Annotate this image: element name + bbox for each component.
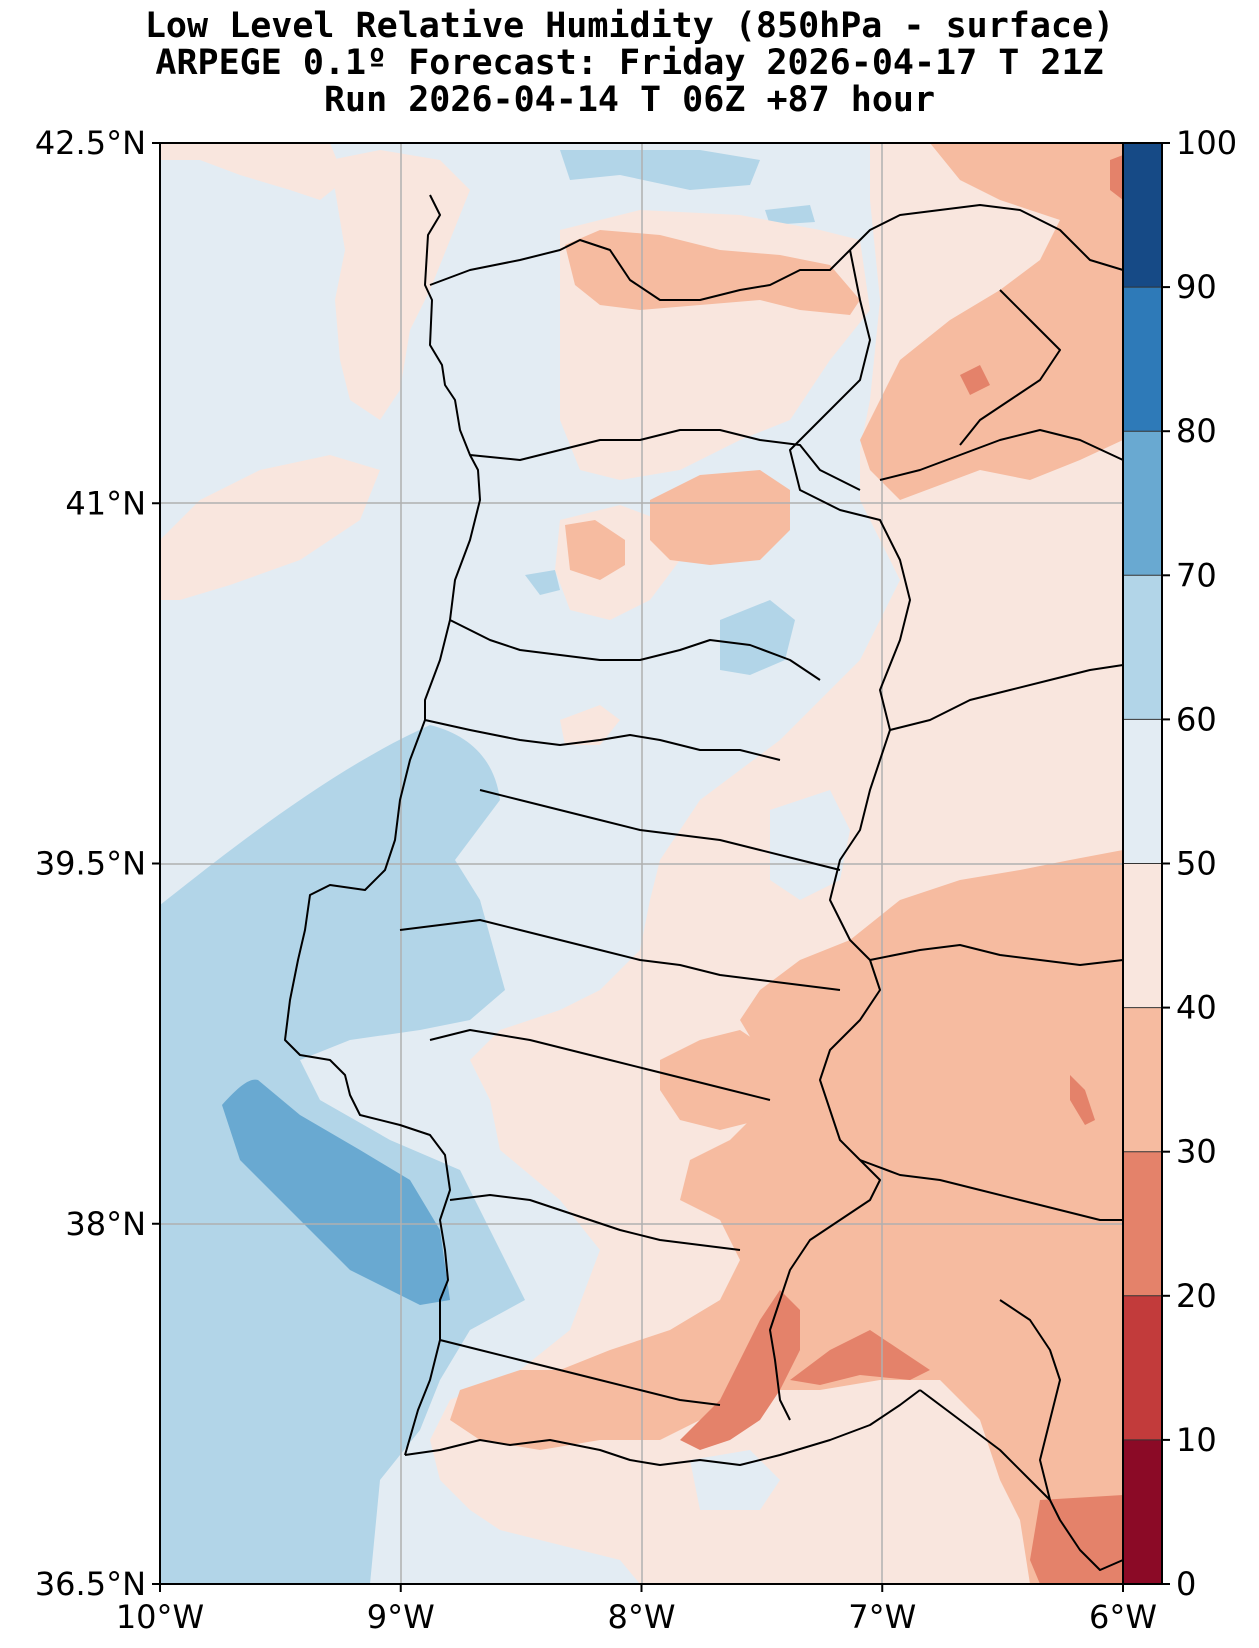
colorbar: 0 10 20 30 40 50 60 70 80 90 100 [1122, 124, 1237, 1603]
border-district-3 [424, 719, 781, 761]
humidity-band-30-40-center-north [650, 470, 790, 565]
lon-tick-label: 10°W [116, 1598, 204, 1636]
humidity-band-30-40-northeast [860, 143, 1123, 500]
colorbar-tick-label: 90 [1176, 268, 1217, 306]
humidity-band-20-30-south-2 [790, 1330, 930, 1385]
coast-algarve [404, 1389, 921, 1466]
humidity-band-20-30-northeast [960, 155, 1123, 395]
lat-tick-label: 36.5°N [35, 1565, 146, 1603]
lat-tick-label: 38°N [65, 1205, 146, 1243]
colorbar-tick-label: 80 [1176, 412, 1217, 450]
border-portugal-spain-north [769, 249, 911, 1421]
humidity-band-60-70-inland [720, 600, 795, 675]
humidity-band-50-60-pocket-1 [770, 790, 850, 900]
lon-tick-label: 9°W [367, 1598, 435, 1636]
humidity-band-30-40-southeast [450, 850, 1123, 1584]
humidity-band-20-30-southeast [1030, 1075, 1123, 1584]
humidity-band-50-60-pocket-2 [690, 1450, 780, 1510]
map-title: Low Level Relative Humidity (850hPa - su… [0, 8, 1259, 119]
border-spain-east-2 [889, 664, 1124, 731]
gridlines [160, 143, 1123, 1584]
longitude-labels: 10°W 9°W 8°W 7°W 6°W [116, 1584, 1157, 1636]
border-district-8 [439, 1339, 721, 1406]
humidity-band-30-40-center-west [565, 520, 625, 580]
border-spain-east-4 [879, 429, 1124, 481]
lon-tick-label: 7°W [848, 1598, 916, 1636]
humidity-band-40-50-offshore-west [160, 455, 380, 600]
colorbar-tick-label: 30 [1176, 1133, 1217, 1171]
humidity-band-40-50-offshore-north [330, 150, 470, 420]
lon-tick-label: 6°W [1089, 1598, 1157, 1636]
colorbar-tick-label: 60 [1176, 700, 1217, 738]
colorbar-tick-label: 100 [1176, 124, 1237, 162]
lat-tick-label: 39.5°N [35, 845, 146, 883]
border-spain-south-1 [999, 1299, 1061, 1501]
humidity-band-40-50-spot [560, 705, 620, 745]
colorbar-tick-label: 50 [1176, 845, 1217, 883]
border-district-6 [429, 1029, 771, 1101]
border-spain-east-3 [869, 944, 1124, 966]
colorbar-segment [1123, 143, 1162, 288]
colorbar-segment [1123, 431, 1162, 576]
colorbar-segment [1123, 719, 1162, 864]
border-district-7 [449, 1194, 741, 1251]
border-north [429, 204, 1124, 301]
colorbar-tick-label: 10 [1176, 1421, 1217, 1459]
colorbar-segment [1123, 863, 1162, 1008]
colorbar-tick-label: 0 [1176, 1565, 1196, 1603]
latitude-labels: 42.5°N 41°N 39.5°N 38°N 36.5°N [35, 124, 160, 1603]
title-line-2: ARPEGE 0.1º Forecast: Friday 2026-04-17 … [155, 43, 1104, 83]
colorbar-segment [1123, 1295, 1162, 1440]
border-district-1 [469, 429, 861, 491]
border-district-4 [479, 789, 841, 871]
border-district-2 [449, 619, 821, 681]
border-spain-east-1 [859, 1159, 1123, 1221]
colorbar-segment [1123, 1151, 1162, 1296]
humidity-band-60-70-coast-north [560, 150, 760, 190]
colorbar-tick-label: 20 [1176, 1277, 1217, 1315]
colorbar-segment [1123, 1439, 1162, 1584]
colorbar-tick-label: 40 [1176, 989, 1217, 1027]
colorbar-segment [1123, 287, 1162, 432]
border-spain-east-5 [959, 289, 1061, 446]
colorbar-segment [1123, 1007, 1162, 1152]
coastline [284, 194, 481, 1456]
coastline-and-borders [284, 194, 1124, 1571]
colorbar-segment [1123, 575, 1162, 720]
lon-tick-label: 8°W [608, 1598, 676, 1636]
title-line-1: Low Level Relative Humidity (850hPa - su… [144, 6, 1115, 46]
lat-tick-label: 42.5°N [35, 124, 146, 162]
humidity-band-30-40-south-central [660, 1030, 780, 1130]
title-line-3: Run 2026-04-14 T 06Z +87 hour [323, 80, 936, 120]
humidity-band-30-40-north [565, 230, 860, 315]
humidity-band-70-80 [222, 1079, 450, 1305]
lat-tick-label: 41°N [65, 484, 146, 522]
colorbar-tick-label: 70 [1176, 556, 1217, 594]
border-district-5 [399, 919, 841, 991]
humidity-band-40-50-coast-north [160, 143, 345, 200]
